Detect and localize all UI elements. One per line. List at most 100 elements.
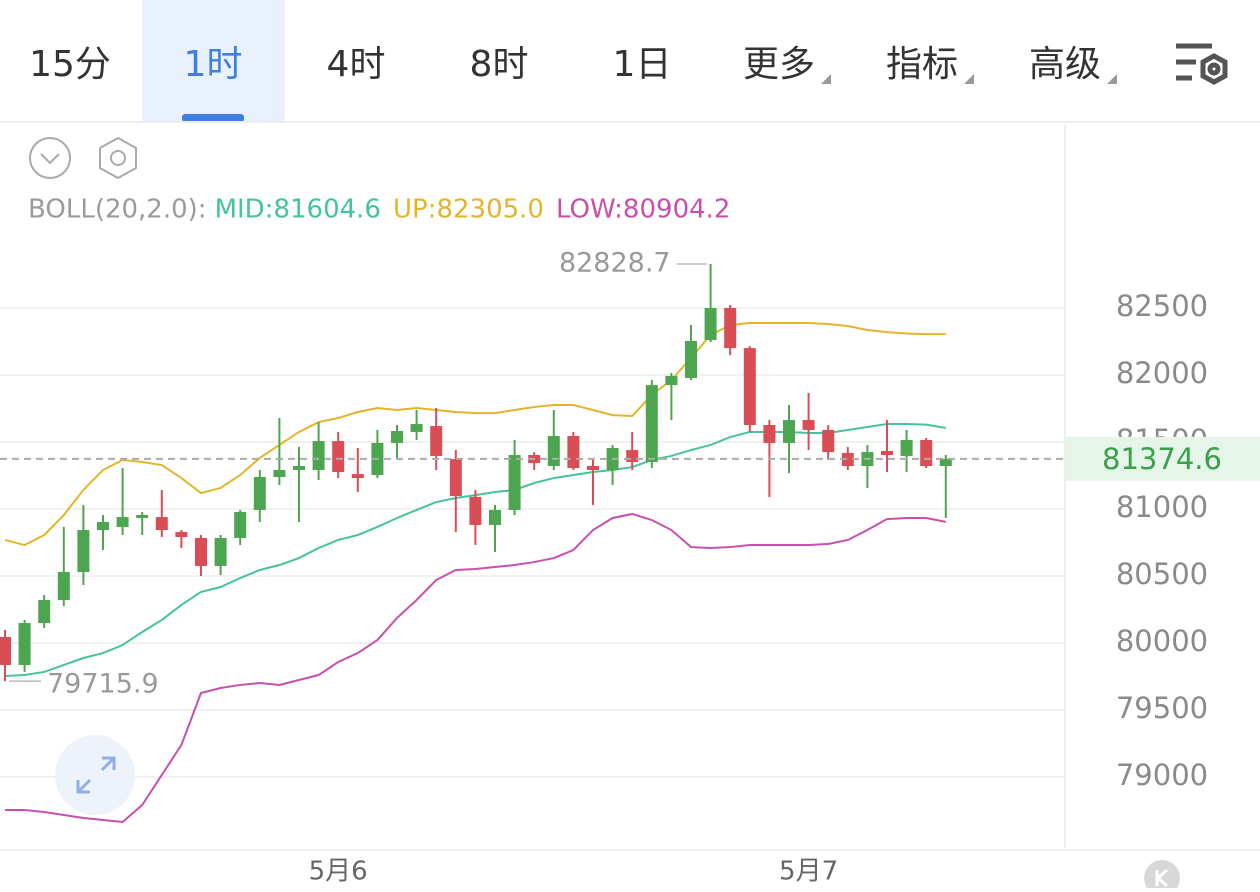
settings-icon[interactable] <box>1176 43 1228 85</box>
candle-body <box>351 474 364 479</box>
y-tick-label: 82500 <box>1116 289 1208 323</box>
tab-label: 指标 <box>886 44 958 85</box>
candle-body <box>18 623 31 665</box>
candle-body <box>253 476 266 510</box>
indicator-settings-icon[interactable] <box>99 136 137 180</box>
candle-body <box>273 470 286 477</box>
collapse-icon[interactable] <box>29 137 71 179</box>
candle-body <box>391 431 403 443</box>
candle-body <box>155 517 168 531</box>
y-tick-label: 81000 <box>1116 490 1208 524</box>
legend-entry: LOW:80904.2 <box>556 195 730 225</box>
candle-body <box>587 465 599 471</box>
icon-arrow <box>100 756 116 772</box>
tab-label: 1日 <box>613 44 672 85</box>
tab-label: 高级 <box>1029 44 1101 85</box>
candle-body <box>547 435 560 466</box>
tab[interactable]: 指标 <box>886 44 974 85</box>
candle-body <box>743 348 756 425</box>
tab-label: 更多 <box>743 44 815 85</box>
candle-body <box>97 522 109 531</box>
x-tick-label: 5月7 <box>779 857 838 887</box>
candle-body <box>508 455 521 510</box>
candle-body <box>626 450 639 462</box>
y-tick-label: 79000 <box>1116 758 1208 792</box>
tab[interactable]: 1时 <box>142 0 285 122</box>
candle-body <box>881 450 893 456</box>
x-tick-label: 5月6 <box>309 857 368 887</box>
tab[interactable]: 15分 <box>29 44 111 85</box>
tab-label: 8时 <box>470 44 529 85</box>
icon-hex <box>99 136 137 180</box>
candle-body <box>214 537 227 566</box>
k-button[interactable] <box>1144 860 1180 892</box>
tab[interactable]: 更多 <box>743 44 831 85</box>
boll-line <box>4 322 946 547</box>
boll-line <box>5 512 946 824</box>
dropdown-arrow <box>964 74 974 84</box>
candle-body <box>0 636 11 665</box>
candle-body <box>77 530 90 572</box>
tab[interactable]: 1日 <box>613 44 672 85</box>
y-tick-label: 79500 <box>1116 691 1208 725</box>
candle-body <box>469 496 482 525</box>
candle-body <box>783 420 795 443</box>
candle-body <box>763 424 776 443</box>
legend: MID:81604.6 UP:82305.0 LOW:80904.2 <box>215 195 731 225</box>
candle-body <box>822 429 835 453</box>
icon-dot <box>110 150 126 166</box>
tab[interactable]: 高级 <box>1029 44 1117 85</box>
candle-body <box>449 459 462 497</box>
candle-body <box>410 424 423 432</box>
tab-label: 4时 <box>327 44 386 85</box>
tab-label: 1时 <box>184 44 243 85</box>
y-tick-label: 80500 <box>1116 557 1208 591</box>
icon-circle <box>29 137 71 179</box>
candle-body <box>802 420 815 430</box>
dropdown-arrow <box>1107 74 1117 84</box>
min-label: 79715.9 <box>47 669 159 700</box>
tab[interactable]: 8时 <box>470 44 529 85</box>
candle-body <box>293 465 305 471</box>
candle-body <box>332 441 345 473</box>
tab-underline <box>182 114 244 122</box>
tab-highlight <box>142 0 285 122</box>
candle-body <box>312 441 325 471</box>
last-price-label: 81374.6 <box>1102 442 1222 476</box>
candle-body <box>136 515 149 518</box>
candle-body <box>38 599 51 624</box>
candle-body <box>175 532 188 538</box>
fullscreen-icon <box>76 756 116 794</box>
candle-body <box>704 308 717 341</box>
max-label: 82828.7 <box>559 247 671 278</box>
icon-k <box>1155 868 1168 888</box>
plot: 7900079500800008050081000815008200082500… <box>0 247 1260 887</box>
tab-label: 15分 <box>29 44 111 85</box>
legend-entry: MID:81604.6 <box>215 195 381 225</box>
fullscreen-button[interactable] <box>55 735 135 815</box>
candle-body <box>234 511 247 538</box>
candle-body <box>724 308 737 349</box>
icon-hex <box>1200 53 1228 85</box>
button-bg <box>55 735 135 815</box>
tab-bar: 15分 1时 4时 8时 1日 更多 指标 高级 <box>29 0 1117 122</box>
icon-dot <box>1207 62 1221 76</box>
y-tick-label: 82000 <box>1116 356 1208 390</box>
indicator-title: BOLL(20,2.0): <box>28 195 207 225</box>
candle-body <box>489 509 501 525</box>
candle-body <box>57 571 70 600</box>
candle-body <box>645 385 658 462</box>
candle-body <box>430 426 443 456</box>
candle-body <box>195 537 207 566</box>
candle-body <box>939 458 952 466</box>
candle-body <box>665 375 678 386</box>
last-price-box <box>1066 436 1260 481</box>
legend-entry: UP:82305.0 <box>393 195 544 225</box>
tab[interactable]: 4时 <box>327 44 386 85</box>
candle-body <box>900 440 913 456</box>
dropdown-arrow <box>821 74 831 84</box>
icon-chevron <box>40 153 60 165</box>
candle-body <box>841 453 854 466</box>
